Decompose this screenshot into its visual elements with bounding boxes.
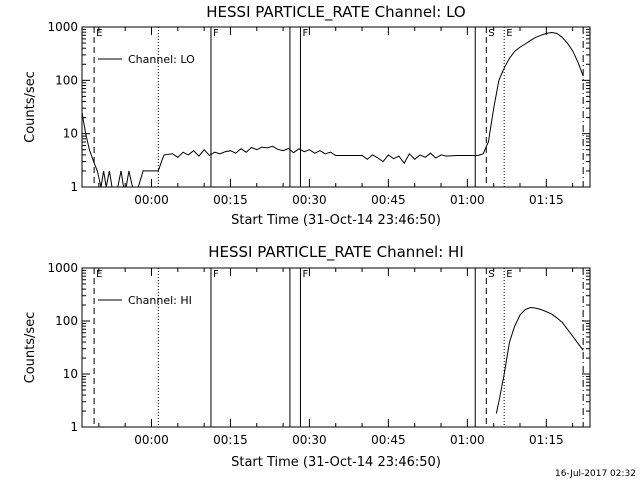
lo-y-tick-label: 100 [55, 73, 78, 87]
hi-y-tick-label: 1 [70, 420, 78, 434]
hi-y-axis-label: Counts/sec [23, 312, 38, 384]
hi-y-tick-label: 1000 [47, 261, 78, 275]
lo-event-flag: F [302, 28, 308, 39]
lo-legend-label: Channel: LO [128, 53, 195, 66]
hi-event-flag: E [506, 269, 512, 280]
hi-x-tick-label: 01:00 [450, 433, 485, 447]
lo-event-flag: F [213, 28, 219, 39]
hi-event-flag: F [302, 269, 308, 280]
lo-chart-title: HESSI PARTICLE_RATE Channel: LO [206, 3, 465, 22]
lo-event-flag: E [506, 28, 512, 39]
hi-series-line [495, 306, 584, 414]
hi-x-tick-label: 00:00 [134, 433, 169, 447]
lo-event-flag: S [488, 28, 494, 39]
lo-channel-panel: HESSI PARTICLE_RATE Channel: LO Counts/se… [23, 3, 591, 228]
lo-event-flag: E [96, 28, 102, 39]
hi-chart-title: HESSI PARTICLE_RATE Channel: HI [208, 243, 464, 262]
lo-y-tick-label: 1000 [47, 20, 78, 34]
lo-y-axis-label: Counts/sec [23, 71, 38, 143]
lo-x-tick-label: 00:30 [292, 193, 327, 207]
lo-x-tick-label: 00:00 [134, 193, 169, 207]
hi-x-axis-label: Start Time (31-Oct-14 23:46:50) [231, 455, 441, 470]
hi-x-tick-label: 00:30 [292, 433, 327, 447]
hi-legend-label: Channel: HI [128, 294, 192, 307]
hi-event-flag: S [488, 269, 494, 280]
lo-y-tick-label: 1 [70, 180, 78, 194]
hi-y-tick-label: 10 [63, 367, 78, 381]
lo-x-tick-label: 00:45 [371, 193, 406, 207]
lo-series-line [81, 31, 584, 188]
hi-y-tick-label: 100 [55, 314, 78, 328]
hi-event-flag: F [213, 269, 219, 280]
hi-x-tick-label: 00:15 [213, 433, 248, 447]
lo-x-tick-label: 01:15 [529, 193, 564, 207]
lo-x-tick-label: 01:00 [450, 193, 485, 207]
plot-timestamp: 16-Jul-2017 02:32 [555, 469, 636, 479]
lo-y-tick-label: 10 [63, 127, 78, 141]
hi-event-flag: E [96, 269, 102, 280]
lo-x-axis-label: Start Time (31-Oct-14 23:46:50) [231, 213, 441, 228]
lo-x-tick-label: 00:15 [213, 193, 248, 207]
hi-x-tick-label: 00:45 [371, 433, 406, 447]
hi-channel-panel: HESSI PARTICLE_RATE Channel: HI Counts/se… [23, 243, 591, 470]
hi-x-tick-label: 01:15 [529, 433, 564, 447]
